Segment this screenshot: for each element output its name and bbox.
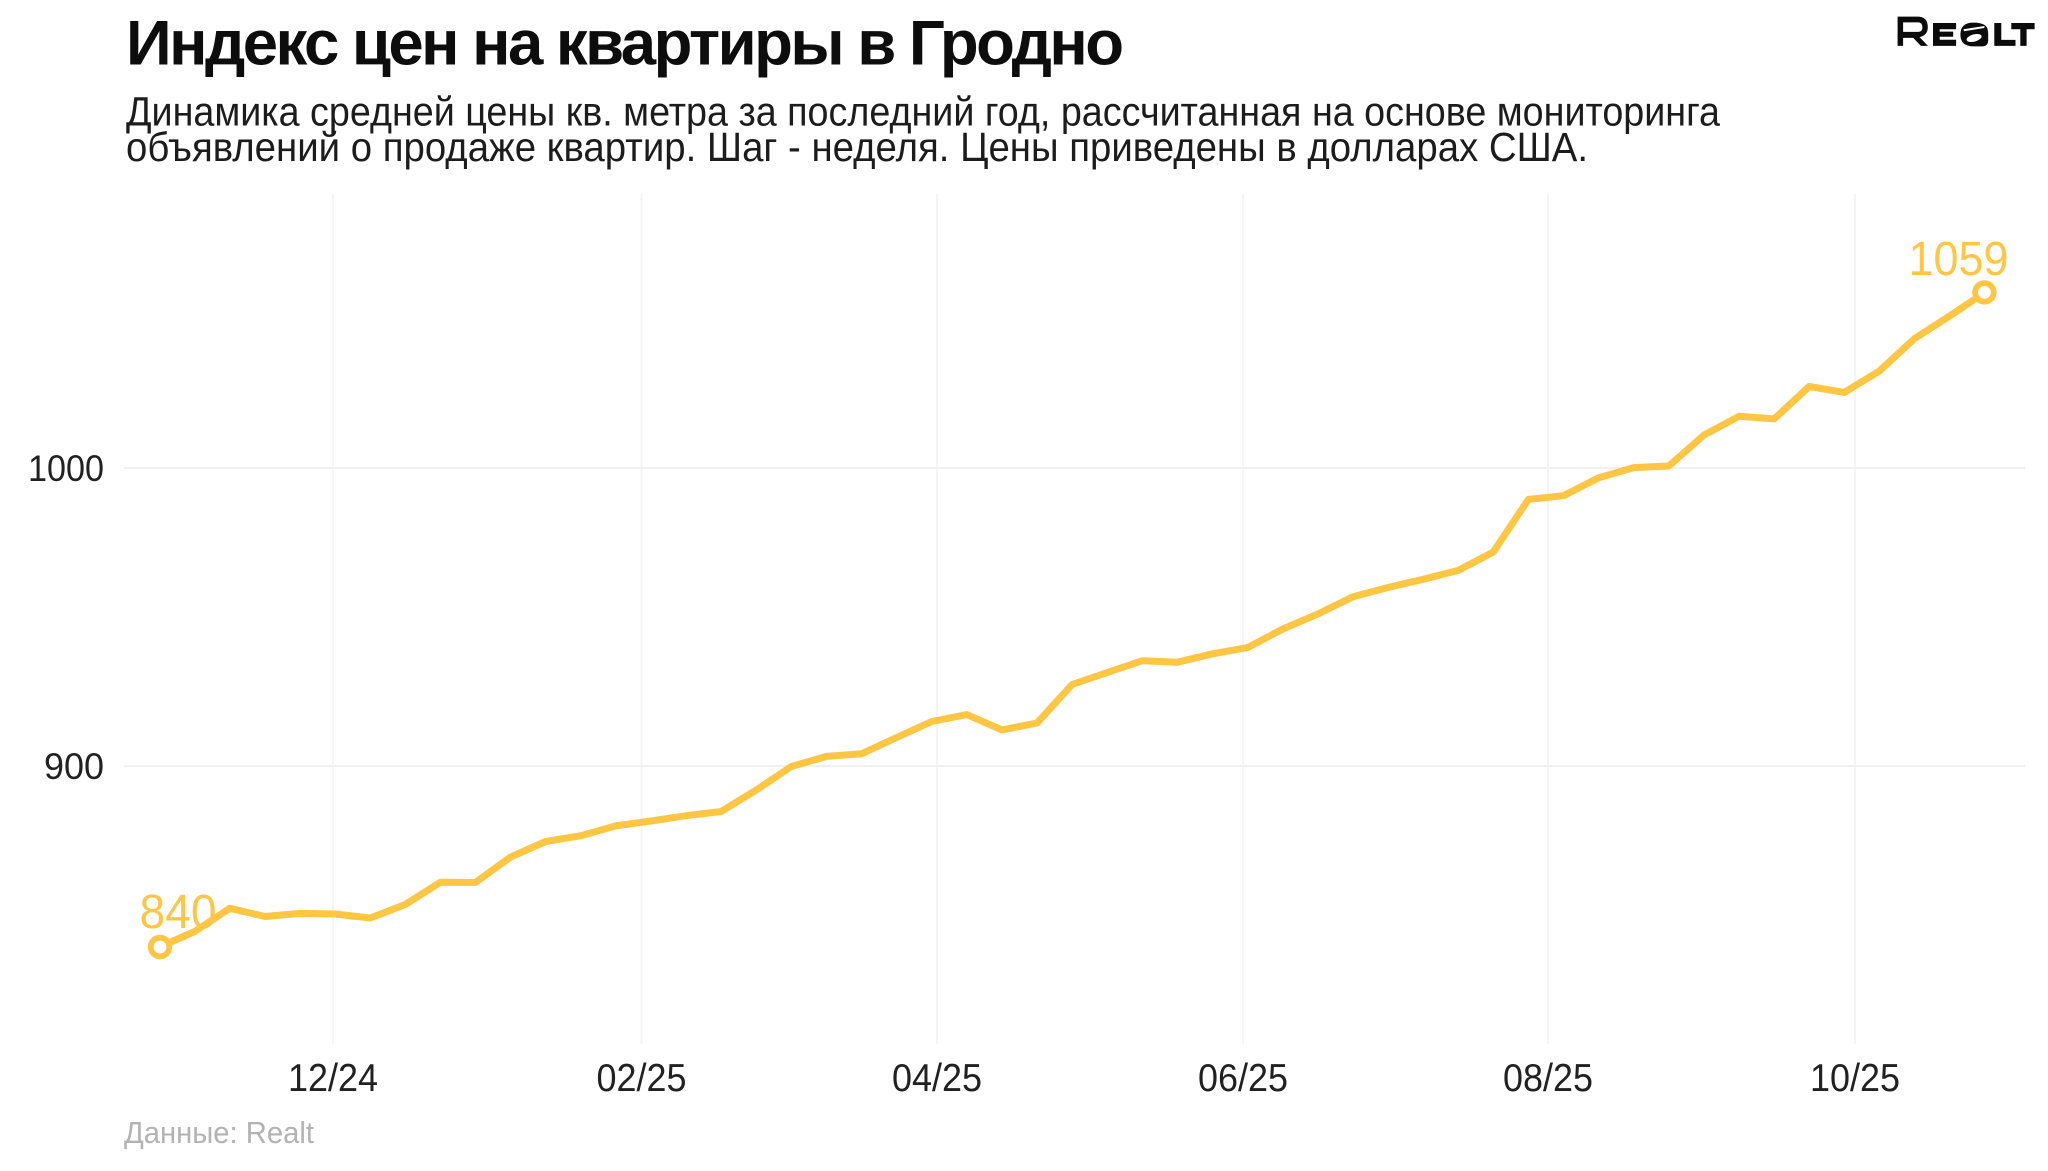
svg-text:06/25: 06/25 <box>1198 1057 1288 1100</box>
svg-text:840: 840 <box>140 886 217 939</box>
svg-text:02/25: 02/25 <box>597 1057 687 1100</box>
svg-text:объявлений о продаже квартир.: объявлений о продаже квартир. Шаг - неде… <box>126 124 1588 170</box>
svg-text:12/24: 12/24 <box>288 1057 378 1100</box>
svg-text:900: 900 <box>44 745 104 787</box>
svg-text:08/25: 08/25 <box>1503 1057 1593 1100</box>
svg-text:Данные: Realt: Данные: Realt <box>124 1115 314 1150</box>
svg-text:10/25: 10/25 <box>1810 1057 1900 1100</box>
svg-text:Динамика средней цены кв. метр: Динамика средней цены кв. метра за после… <box>126 89 1720 135</box>
svg-text:04/25: 04/25 <box>892 1057 982 1100</box>
svg-text:1000: 1000 <box>28 447 104 489</box>
svg-text:1059: 1059 <box>1909 233 2009 286</box>
svg-text:Индекс цен на квартиры в Гродн: Индекс цен на квартиры в Гродно <box>126 9 1124 79</box>
